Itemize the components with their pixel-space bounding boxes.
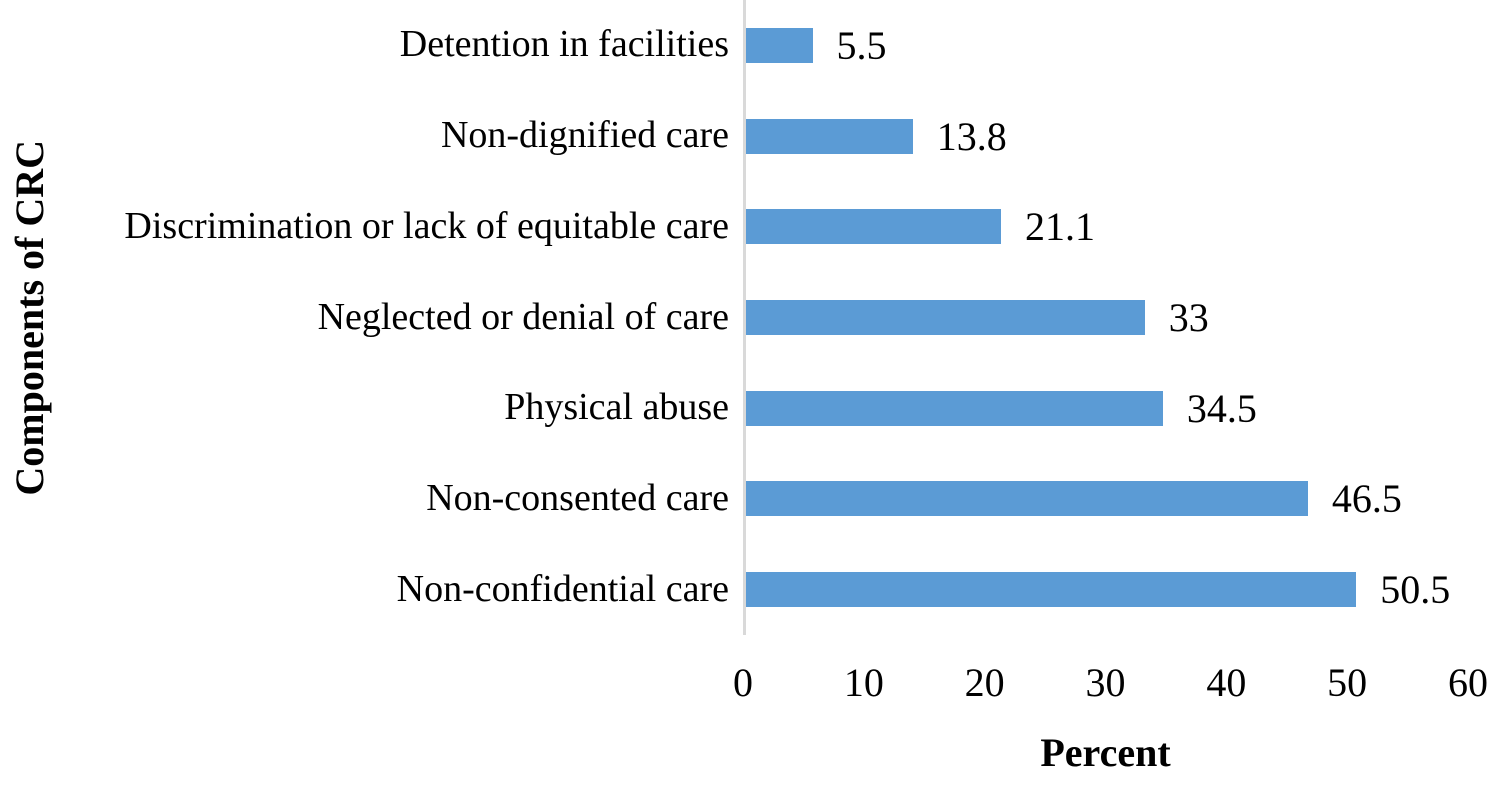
bar [746, 209, 1001, 245]
bar-row: Non-consented care 46.5 [60, 453, 1500, 545]
bar-value-label: 13.8 [936, 113, 1007, 159]
bar [746, 572, 1357, 608]
x-tick-label: 0 [733, 660, 753, 705]
category-label: Non-confidential care [396, 567, 729, 610]
bar-value-label: 50.5 [1380, 567, 1451, 613]
category-label: Physical abuse [504, 386, 729, 429]
bar [746, 390, 1163, 426]
bar-track: 46.5 [743, 453, 1500, 545]
category-label: Non-consented care [426, 477, 729, 519]
category-label: Discrimination or lack of equitable care [124, 204, 729, 247]
bar-track: 21.1 [743, 181, 1500, 273]
bar [746, 118, 913, 154]
bar-value-label: 34.5 [1186, 385, 1257, 431]
bar-track: 5.5 [743, 0, 1500, 91]
category-label: Neglected or denial of care [317, 295, 729, 338]
y-axis-title: Components of CRC [7, 139, 52, 496]
category-label: Detention in facilities [399, 23, 729, 66]
bar-row: Detention in facilities 5.5 [60, 0, 1500, 91]
bar-track: 33 [743, 272, 1500, 363]
x-axis: 0 10 20 30 40 50 60 [733, 660, 1488, 713]
bar-row: Non-dignified care 13.8 [60, 90, 1500, 182]
bar-row: Non-confidential care 50.5 [60, 544, 1500, 636]
bar [746, 27, 813, 63]
category-label: Non-dignified care [440, 114, 729, 157]
bar-track: 13.8 [743, 90, 1500, 182]
bar-value-label: 21.1 [1025, 204, 1095, 250]
bar-value-label: 33 [1168, 295, 1209, 341]
x-tick-label: 10 [843, 660, 884, 705]
bar-rows: Detention in facilities 5.5 Non-dignified … [60, 0, 1500, 636]
bar-track: 34.5 [743, 362, 1500, 454]
x-tick-label: 60 [1448, 660, 1488, 705]
x-tick-label: 50 [1327, 660, 1368, 705]
bar-value-label: 46.5 [1331, 476, 1402, 522]
bar-row: Discrimination or lack of equitable care… [60, 181, 1500, 273]
bar-row: Neglected or denial of care 33 [60, 272, 1500, 363]
bar-value-label: 5.5 [836, 22, 887, 68]
bar-track: 50.5 [743, 544, 1500, 636]
x-axis-title: Percent [1040, 730, 1171, 775]
bar [746, 481, 1308, 517]
y-axis-title-column: Components of CRC [0, 0, 60, 635]
x-axis-title-row: Percent [743, 729, 1468, 776]
plot-area: Components of CRC Detention in facilitie… [0, 0, 1500, 636]
x-tick-label: 20 [964, 660, 1005, 705]
x-tick-label: 30 [1085, 660, 1126, 705]
x-tick-label: 40 [1206, 660, 1247, 705]
bar [746, 300, 1145, 336]
bar-row: Physical abuse 34.5 [60, 362, 1500, 454]
